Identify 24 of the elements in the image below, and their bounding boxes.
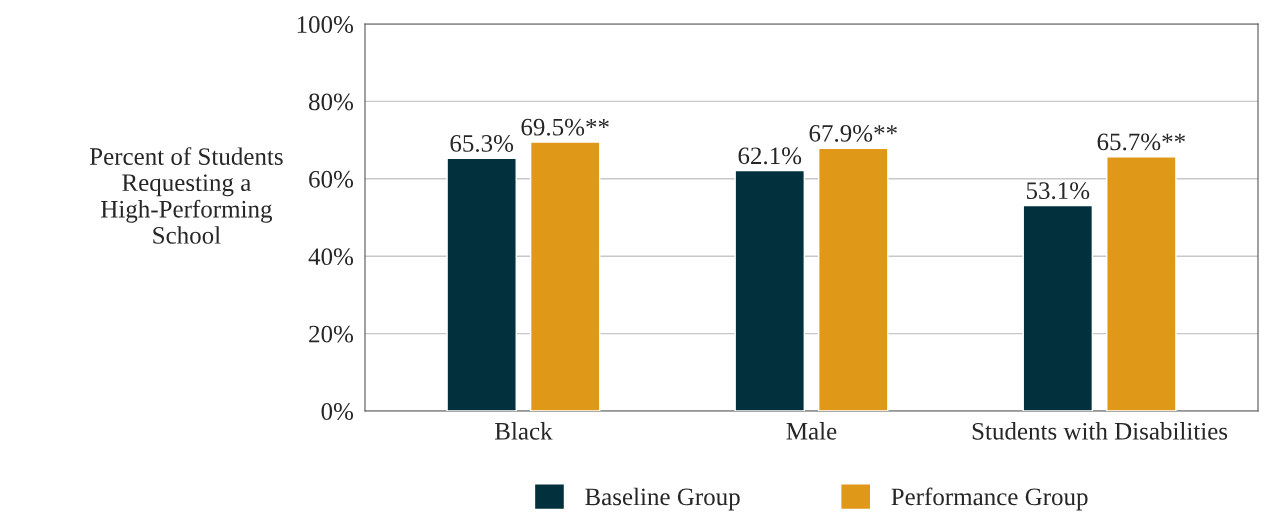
bar: [1106, 156, 1177, 411]
y-tick-label: 60%: [309, 170, 354, 188]
legend-label: Baseline Group: [585, 487, 740, 511]
data-label: 62.1%: [738, 147, 802, 165]
bar: [734, 169, 805, 411]
bar: [446, 157, 517, 411]
y-tick-label: 80%: [309, 93, 354, 111]
legend-label: Performance Group: [891, 487, 1088, 511]
x-tick-label: Black: [495, 422, 553, 440]
x-tick-label: Male: [786, 422, 837, 440]
x-tick-label: Students with Disabilities: [972, 422, 1228, 440]
data-label: 67.9%**: [809, 124, 897, 142]
y-tick-label: 40%: [308, 248, 354, 266]
data-label: 69.5%**: [521, 118, 609, 136]
data-label: 53.1%: [1026, 182, 1090, 200]
y-tick-label: 20%: [309, 325, 354, 343]
data-label: 65.3%: [450, 134, 514, 152]
data-label: 65.7%**: [1097, 133, 1185, 151]
y-tick-label: 100%: [297, 16, 354, 33]
bar: [1022, 204, 1094, 411]
bar: [818, 147, 889, 411]
bar: [529, 141, 601, 411]
y-axis-title: Percent of Students Requesting a High-Performing School: [89, 147, 283, 244]
y-tick-label: 0%: [321, 403, 354, 420]
